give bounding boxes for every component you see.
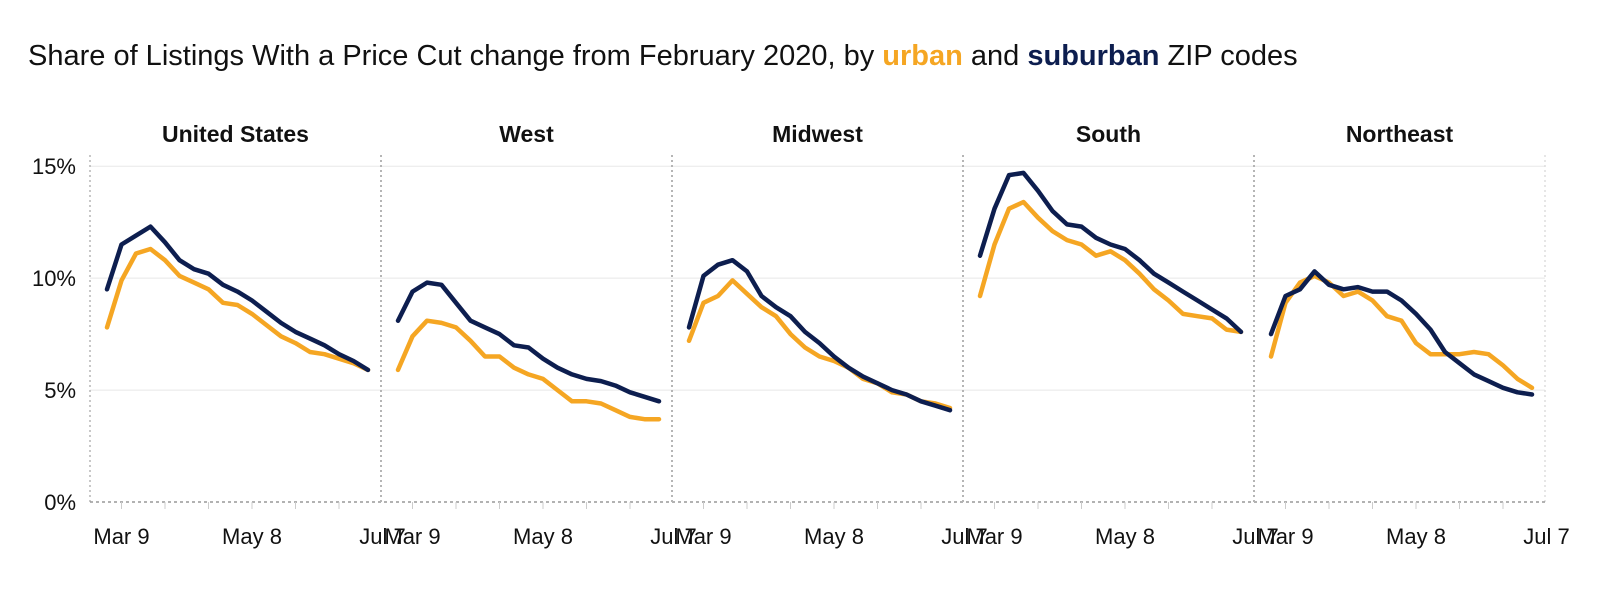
x-tick-label: Mar 9: [966, 524, 1022, 549]
x-tick-label: Jul 7: [1232, 524, 1278, 549]
x-tick-label: Jul 7: [1523, 524, 1569, 549]
x-tick-label: May 8: [513, 524, 573, 549]
x-tick-label: Mar 9: [93, 524, 149, 549]
panel-title: West: [499, 121, 554, 147]
suburban-series-line: [1268, 269, 1535, 397]
suburban-series-line: [686, 257, 953, 413]
y-tick-label: 15%: [32, 154, 76, 179]
title-suburban-keyword: suburban: [1027, 40, 1160, 72]
urban-series-line: [395, 318, 662, 422]
y-tick-label: 5%: [44, 378, 76, 403]
x-tick-label: Mar 9: [384, 524, 440, 549]
x-tick-label: May 8: [1386, 524, 1446, 549]
title-suffix: ZIP codes: [1159, 40, 1298, 72]
panel-title: South: [1076, 121, 1141, 147]
urban-series-line: [977, 199, 1244, 335]
x-tick-label: May 8: [222, 524, 282, 549]
suburban-series-line: [395, 280, 662, 404]
x-tick-label: Mar 9: [675, 524, 731, 549]
y-tick-label: 0%: [44, 490, 76, 515]
urban-series-line: [1268, 273, 1535, 391]
chart-title: Share of Listings With a Price Cut chang…: [28, 40, 1298, 73]
title-middle: and: [962, 40, 1028, 72]
suburban-series-line: [977, 170, 1244, 335]
x-tick-label: May 8: [1095, 524, 1155, 549]
title-urban-keyword: urban: [882, 40, 963, 72]
x-tick-label: Jul 7: [650, 524, 696, 549]
title-prefix: Share of Listings With a Price Cut chang…: [28, 40, 883, 72]
panel-title: Northeast: [1346, 121, 1454, 147]
panel-title: United States: [162, 121, 309, 147]
x-tick-label: May 8: [804, 524, 864, 549]
suburban-series-line: [104, 224, 371, 373]
urban-series-line: [104, 246, 371, 373]
x-tick-label: Jul 7: [941, 524, 987, 549]
y-tick-label: 10%: [32, 266, 76, 291]
panel-title: Midwest: [772, 121, 863, 147]
x-tick-label: Mar 9: [1257, 524, 1313, 549]
x-tick-label: Jul 7: [359, 524, 405, 549]
